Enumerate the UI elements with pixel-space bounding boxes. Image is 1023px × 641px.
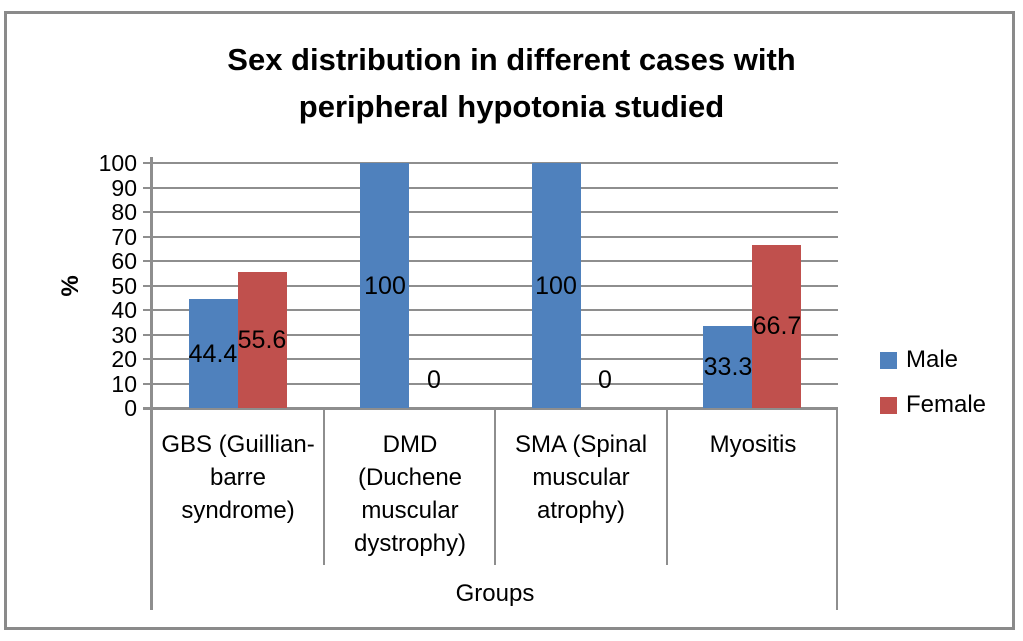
male-legend-swatch-icon <box>880 351 897 369</box>
y-tick-label-100: 100 <box>98 150 137 176</box>
y-tick-20 <box>143 358 152 360</box>
gridline-70 <box>152 236 838 238</box>
gridline-60 <box>152 260 838 262</box>
data-label-female-1: 55.6 <box>237 326 287 354</box>
gridline-40 <box>152 309 838 311</box>
y-tick-90 <box>143 187 152 189</box>
female-legend-swatch-icon <box>880 396 897 414</box>
gridline-50 <box>152 285 838 287</box>
gridline-20 <box>152 358 838 360</box>
data-label-male-3: 100 <box>535 272 577 300</box>
bar-male-3 <box>532 163 581 408</box>
legend-item-female: Female <box>880 391 986 419</box>
y-tick-label-70: 70 <box>111 224 137 250</box>
y-tick-100 <box>143 162 152 164</box>
data-label-male-1: 44.4 <box>188 340 238 368</box>
y-tick-label-60: 60 <box>111 248 137 274</box>
x-axis-title: Groups <box>455 580 535 607</box>
y-tick-label-0: 0 <box>124 395 137 421</box>
chart-title: Sex distribution in different cases with… <box>0 36 1023 130</box>
legend-item-male: Male <box>880 346 986 374</box>
legend: Male Female <box>880 346 986 436</box>
y-tick-label-10: 10 <box>111 371 137 397</box>
category-label-2: DMD (Duchene muscular dystrophy) <box>353 431 467 557</box>
data-label-female-4: 66.7 <box>752 312 802 340</box>
y-tick-label-20: 20 <box>111 346 137 372</box>
gridline-90 <box>152 187 838 189</box>
y-tick-70 <box>143 236 152 238</box>
bar-female-4 <box>752 245 801 408</box>
category-separator-1 <box>323 408 325 565</box>
y-tick-label-90: 90 <box>111 175 137 201</box>
y-tick-label-30: 30 <box>111 322 137 348</box>
bar-male-1 <box>189 299 238 408</box>
data-label-female-2: 0 <box>427 366 441 394</box>
male-legend-label: Male <box>906 346 959 373</box>
category-box-right-line <box>836 408 838 610</box>
category-separator-3 <box>666 408 668 565</box>
gridline-10 <box>152 383 838 385</box>
x-axis-line <box>143 407 838 410</box>
category-label-4: Myositis <box>709 431 797 458</box>
gridline-80 <box>152 211 838 213</box>
category-separator-2 <box>494 408 496 565</box>
data-label-female-3: 0 <box>598 366 612 394</box>
gridline-100 <box>152 162 838 164</box>
category-label-3: SMA (Spinal muscular atrophy) <box>514 431 648 524</box>
y-tick-80 <box>143 211 152 213</box>
bar-female-1 <box>238 272 287 408</box>
y-tick-40 <box>143 309 152 311</box>
bar-male-2 <box>360 163 409 408</box>
chart-border-frame <box>4 11 1015 630</box>
y-axis-line <box>150 157 153 610</box>
data-label-male-2: 100 <box>364 272 406 300</box>
y-tick-50 <box>143 285 152 287</box>
y-tick-label-80: 80 <box>111 199 137 225</box>
y-tick-10 <box>143 383 152 385</box>
chart-title-line-2: peripheral hypotonia studied <box>298 89 725 124</box>
y-tick-30 <box>143 334 152 336</box>
gridline-30 <box>152 334 838 336</box>
y-tick-60 <box>143 260 152 262</box>
y-tick-label-50: 50 <box>111 273 137 299</box>
bar-male-4 <box>703 326 752 408</box>
category-label-1: GBS (Guillian- barre syndrome) <box>161 431 315 524</box>
data-label-male-4: 33.3 <box>703 353 753 381</box>
female-legend-label: Female <box>906 391 987 418</box>
chart-title-line-1: Sex distribution in different cases with <box>227 42 796 77</box>
y-tick-label-40: 40 <box>111 297 137 323</box>
